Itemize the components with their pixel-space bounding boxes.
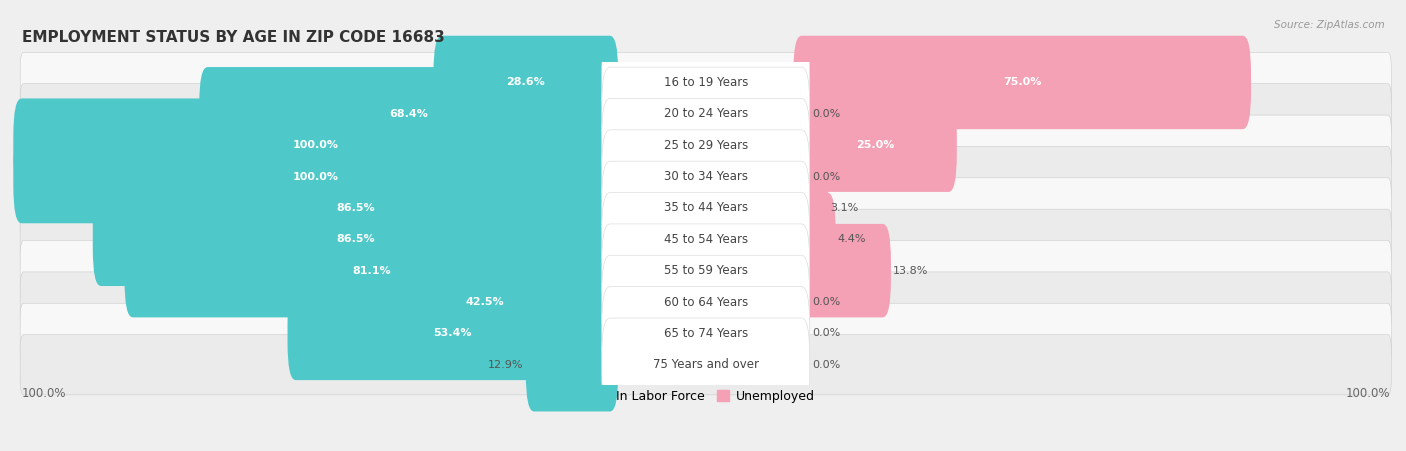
Text: 3.1%: 3.1% xyxy=(830,203,858,213)
Text: 30 to 34 Years: 30 to 34 Years xyxy=(664,170,748,183)
Text: 45 to 54 Years: 45 to 54 Years xyxy=(664,233,748,246)
FancyBboxPatch shape xyxy=(20,272,1392,332)
FancyBboxPatch shape xyxy=(793,36,1251,129)
FancyBboxPatch shape xyxy=(20,115,1392,175)
FancyBboxPatch shape xyxy=(602,161,810,255)
Text: 12.9%: 12.9% xyxy=(488,360,524,370)
Text: 0.0%: 0.0% xyxy=(811,328,839,338)
FancyBboxPatch shape xyxy=(526,318,619,411)
Legend: In Labor Force, Unemployed: In Labor Force, Unemployed xyxy=(592,385,820,408)
Text: 65 to 74 Years: 65 to 74 Years xyxy=(664,327,748,340)
FancyBboxPatch shape xyxy=(602,193,810,286)
Text: 100.0%: 100.0% xyxy=(292,171,339,182)
FancyBboxPatch shape xyxy=(602,255,810,349)
Text: 75 Years and over: 75 Years and over xyxy=(652,358,759,371)
Text: 20 to 24 Years: 20 to 24 Years xyxy=(664,107,748,120)
FancyBboxPatch shape xyxy=(793,98,957,192)
FancyBboxPatch shape xyxy=(602,67,810,161)
Text: EMPLOYMENT STATUS BY AGE IN ZIP CODE 16683: EMPLOYMENT STATUS BY AGE IN ZIP CODE 166… xyxy=(21,30,444,45)
FancyBboxPatch shape xyxy=(793,161,828,255)
FancyBboxPatch shape xyxy=(352,255,619,349)
Text: 100.0%: 100.0% xyxy=(1346,387,1391,400)
Text: 86.5%: 86.5% xyxy=(336,203,375,213)
Text: 42.5%: 42.5% xyxy=(465,297,505,307)
FancyBboxPatch shape xyxy=(602,130,810,223)
FancyBboxPatch shape xyxy=(13,98,619,192)
Text: 0.0%: 0.0% xyxy=(811,109,839,119)
Text: 60 to 64 Years: 60 to 64 Years xyxy=(664,295,748,308)
FancyBboxPatch shape xyxy=(20,303,1392,364)
FancyBboxPatch shape xyxy=(13,130,619,223)
Text: 35 to 44 Years: 35 to 44 Years xyxy=(664,202,748,214)
Text: 16 to 19 Years: 16 to 19 Years xyxy=(664,76,748,89)
Text: 55 to 59 Years: 55 to 59 Years xyxy=(664,264,748,277)
Text: 25 to 29 Years: 25 to 29 Years xyxy=(664,139,748,152)
FancyBboxPatch shape xyxy=(200,67,619,161)
Text: 4.4%: 4.4% xyxy=(838,234,866,244)
FancyBboxPatch shape xyxy=(602,36,810,129)
Text: 68.4%: 68.4% xyxy=(389,109,429,119)
FancyBboxPatch shape xyxy=(287,287,619,380)
Text: 0.0%: 0.0% xyxy=(811,297,839,307)
FancyBboxPatch shape xyxy=(93,161,619,255)
Text: 81.1%: 81.1% xyxy=(352,266,391,276)
Text: 100.0%: 100.0% xyxy=(21,387,66,400)
Text: 0.0%: 0.0% xyxy=(811,360,839,370)
FancyBboxPatch shape xyxy=(602,318,810,411)
FancyBboxPatch shape xyxy=(793,224,891,318)
FancyBboxPatch shape xyxy=(20,240,1392,301)
FancyBboxPatch shape xyxy=(20,335,1392,395)
FancyBboxPatch shape xyxy=(20,209,1392,269)
FancyBboxPatch shape xyxy=(20,147,1392,207)
Text: 28.6%: 28.6% xyxy=(506,78,546,87)
Text: 0.0%: 0.0% xyxy=(811,171,839,182)
Text: 100.0%: 100.0% xyxy=(292,140,339,150)
FancyBboxPatch shape xyxy=(20,52,1392,113)
Text: 25.0%: 25.0% xyxy=(856,140,894,150)
FancyBboxPatch shape xyxy=(793,193,835,286)
Text: 53.4%: 53.4% xyxy=(433,328,472,338)
Text: 86.5%: 86.5% xyxy=(336,234,375,244)
FancyBboxPatch shape xyxy=(433,36,619,129)
FancyBboxPatch shape xyxy=(20,178,1392,238)
Text: 13.8%: 13.8% xyxy=(893,266,928,276)
Text: 75.0%: 75.0% xyxy=(1002,78,1042,87)
FancyBboxPatch shape xyxy=(125,224,619,318)
FancyBboxPatch shape xyxy=(602,287,810,380)
FancyBboxPatch shape xyxy=(93,193,619,286)
FancyBboxPatch shape xyxy=(20,84,1392,144)
Text: Source: ZipAtlas.com: Source: ZipAtlas.com xyxy=(1274,20,1385,30)
FancyBboxPatch shape xyxy=(602,98,810,192)
FancyBboxPatch shape xyxy=(602,224,810,318)
